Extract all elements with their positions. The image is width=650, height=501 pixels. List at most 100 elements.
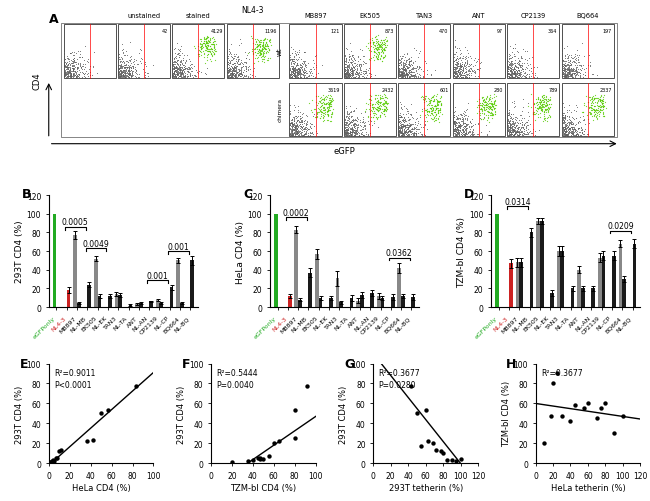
- Point: [68, 56, 78, 64]
- Point: [577, 125, 587, 133]
- Point: [60, 59, 70, 67]
- Point: [300, 129, 311, 137]
- Point: [341, 129, 352, 137]
- Point: [365, 102, 375, 110]
- Point: [201, 35, 211, 43]
- Point: [400, 60, 410, 68]
- Point: [594, 103, 604, 111]
- Point: [169, 65, 179, 73]
- Point: [342, 129, 352, 137]
- Point: [243, 74, 254, 82]
- Point: [125, 64, 135, 72]
- Point: [397, 74, 408, 82]
- Point: [401, 129, 411, 137]
- Point: [292, 125, 303, 133]
- Point: [400, 123, 410, 131]
- Point: [585, 102, 595, 110]
- Point: [363, 121, 374, 129]
- Point: [115, 67, 125, 75]
- Point: [352, 69, 362, 77]
- Point: [117, 74, 127, 82]
- Point: [452, 129, 462, 137]
- Point: [546, 413, 556, 421]
- Point: [299, 49, 309, 57]
- Point: [505, 65, 515, 73]
- Point: [339, 61, 349, 69]
- Point: [565, 117, 575, 125]
- Point: [465, 118, 476, 126]
- Point: [241, 52, 252, 60]
- Point: [354, 72, 364, 80]
- Point: [567, 71, 577, 79]
- Point: [200, 70, 211, 78]
- Point: [393, 75, 404, 83]
- Point: [502, 66, 513, 74]
- Point: [568, 128, 578, 136]
- Point: [428, 115, 438, 123]
- Point: [294, 64, 305, 72]
- Point: [560, 123, 571, 131]
- Point: [461, 69, 471, 77]
- Point: [318, 117, 328, 125]
- Point: [410, 130, 421, 138]
- Point: [69, 55, 79, 63]
- Point: [407, 114, 417, 122]
- Point: [172, 61, 182, 69]
- Point: [124, 67, 135, 75]
- Point: [353, 70, 363, 78]
- Point: [558, 67, 569, 75]
- Point: [294, 66, 304, 74]
- Point: [459, 111, 469, 119]
- Point: [398, 115, 409, 123]
- Point: [562, 55, 573, 63]
- Point: [289, 70, 300, 78]
- Point: [348, 70, 358, 78]
- Point: [295, 74, 306, 82]
- Point: [406, 383, 416, 391]
- Point: [425, 97, 436, 105]
- Point: [222, 70, 232, 78]
- Point: [577, 126, 588, 134]
- Point: [353, 72, 363, 80]
- Point: [421, 114, 431, 122]
- Point: [504, 124, 515, 132]
- Point: [522, 122, 532, 130]
- Point: [413, 126, 423, 134]
- Point: [567, 66, 577, 74]
- Point: [409, 130, 419, 138]
- Point: [522, 65, 532, 73]
- Point: [318, 104, 329, 112]
- Bar: [356, 301, 360, 308]
- Point: [568, 115, 578, 123]
- Point: [69, 57, 79, 65]
- Point: [189, 63, 200, 71]
- Point: [292, 129, 302, 137]
- Point: [309, 110, 319, 118]
- Point: [341, 70, 351, 78]
- Point: [236, 69, 246, 77]
- Point: [456, 122, 466, 130]
- Point: [298, 72, 308, 80]
- Point: [458, 120, 468, 128]
- Point: [399, 126, 410, 134]
- Point: [261, 46, 271, 54]
- Point: [265, 39, 276, 47]
- Point: [179, 74, 190, 82]
- Point: [396, 69, 406, 77]
- Point: [125, 53, 136, 61]
- Point: [404, 132, 414, 140]
- Point: [168, 55, 179, 63]
- Point: [169, 70, 179, 78]
- Point: [376, 44, 386, 52]
- Point: [459, 62, 469, 70]
- Point: [171, 63, 181, 71]
- Point: [395, 122, 406, 130]
- Point: [452, 73, 463, 81]
- Point: [235, 70, 245, 78]
- Point: [296, 121, 307, 129]
- Point: [60, 63, 71, 71]
- Point: [290, 48, 300, 56]
- Point: [506, 121, 517, 129]
- Point: [342, 70, 352, 78]
- Point: [558, 115, 568, 123]
